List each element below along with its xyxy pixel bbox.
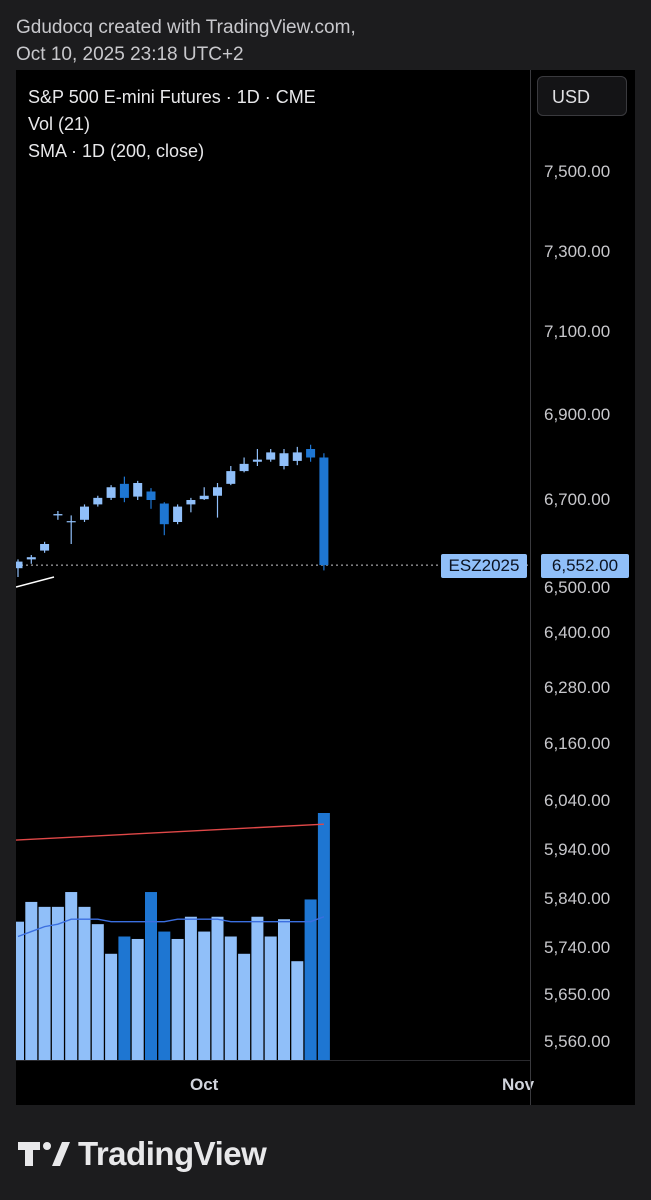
volume-bar: [171, 938, 184, 1060]
volume-bar: [38, 906, 51, 1060]
chart-frame[interactable]: S&P 500 E-mini Futures · 1D · CME Vol (2…: [16, 70, 635, 1105]
candle-body: [93, 497, 103, 505]
candle-body: [213, 487, 222, 496]
volume-bar: [51, 906, 64, 1060]
volume-bar: [16, 921, 24, 1060]
candle-body: [306, 449, 316, 458]
candle-body: [119, 483, 129, 498]
volume-bar: [131, 938, 144, 1060]
price-chart-svg[interactable]: [16, 70, 530, 1060]
price-tick-label: 6,500.00: [544, 578, 611, 597]
volume-bar: [118, 936, 131, 1060]
volume-bar: [304, 899, 317, 1060]
volume-bar: [105, 953, 118, 1060]
candle-body: [266, 452, 276, 460]
legend-symbol[interactable]: S&P 500 E-mini Futures · 1D · CME: [28, 87, 316, 107]
time-label-oct: Oct: [190, 1075, 219, 1094]
caption-date: Oct 10, 2025 23:18 UTC+2: [16, 44, 244, 65]
candle-body: [133, 483, 143, 497]
candle-body: [26, 557, 36, 560]
candle-body: [173, 506, 183, 522]
plot-area[interactable]: S&P 500 E-mini Futures · 1D · CME Vol (2…: [16, 70, 530, 1060]
symbol-tag: ESZ2025: [441, 554, 527, 578]
candle-body: [239, 463, 249, 472]
price-tick-label: 6,900.00: [544, 405, 611, 424]
chart-caption: Gdudocq created with TradingView.com, Oc…: [16, 14, 356, 68]
candle-body: [80, 506, 89, 520]
volume-bar: [264, 936, 277, 1060]
legend-volume[interactable]: Vol (21): [28, 114, 91, 134]
volume-bar: [278, 919, 290, 1060]
candle-body: [53, 514, 63, 516]
volume-bar: [251, 916, 264, 1060]
price-tick-label: 5,940.00: [544, 840, 611, 859]
price-tick-label: 7,300.00: [544, 242, 611, 261]
volume-bar: [317, 813, 330, 1060]
candle-body: [146, 491, 156, 500]
price-tick-label: 6,160.00: [544, 734, 611, 753]
volume-bar: [224, 936, 237, 1060]
volume-bar: [184, 916, 197, 1060]
candle-body: [159, 503, 169, 525]
trend-line: [16, 576, 55, 588]
volume-bar: [65, 892, 78, 1060]
sma-200-line: [16, 823, 324, 841]
candle-body: [16, 561, 23, 569]
price-scale[interactable]: [530, 70, 636, 1105]
candle-body: [186, 500, 196, 505]
price-tick-label: 5,650.00: [544, 985, 611, 1004]
candle-body: [319, 457, 329, 566]
candle-body: [106, 487, 116, 498]
volume-bar: [78, 906, 91, 1060]
price-tick-label: 6,400.00: [544, 623, 611, 642]
tradingview-wordmark: TradingView: [78, 1135, 267, 1172]
price-tick-label: 5,840.00: [544, 889, 611, 908]
currency-button[interactable]: USD: [537, 76, 627, 116]
price-tick-label: 7,500.00: [544, 162, 611, 181]
price-tick-label: 6,040.00: [544, 791, 611, 810]
candle-body: [66, 521, 76, 523]
legend-sma[interactable]: SMA · 1D (200, close): [28, 141, 205, 161]
volume-ma-line: [17, 916, 325, 938]
time-label-nov: Nov: [502, 1075, 535, 1094]
volume-bar: [158, 931, 171, 1060]
volume-bar: [145, 892, 157, 1060]
candle-body: [252, 459, 262, 462]
volume-bar: [291, 961, 304, 1060]
candle-body: [199, 495, 209, 500]
price-tick-label: 7,100.00: [544, 322, 611, 341]
volume-bar: [91, 924, 104, 1060]
time-axis[interactable]: Oct Nov: [16, 1060, 534, 1106]
price-tick-label: 5,740.00: [544, 938, 611, 957]
tradingview-logo-icon: [18, 1142, 70, 1166]
volume-bar: [198, 931, 211, 1060]
last-price-tag: 6,552.00: [541, 554, 629, 578]
volume-bar: [25, 901, 38, 1060]
volume-bar: [238, 953, 251, 1060]
price-tick-label: 5,560.00: [544, 1032, 611, 1051]
volume-bar: [211, 916, 224, 1060]
price-tick-label: 6,700.00: [544, 490, 611, 509]
chart-legend: S&P 500 E-mini Futures · 1D · CME Vol (2…: [28, 84, 316, 165]
candle-body: [292, 452, 302, 461]
price-tick-label: 6,280.00: [544, 678, 611, 697]
candle-body: [40, 544, 50, 551]
caption-author: Gdudocq created with TradingView.com,: [16, 17, 356, 38]
candle-body: [226, 471, 236, 484]
candle-body: [279, 453, 289, 466]
